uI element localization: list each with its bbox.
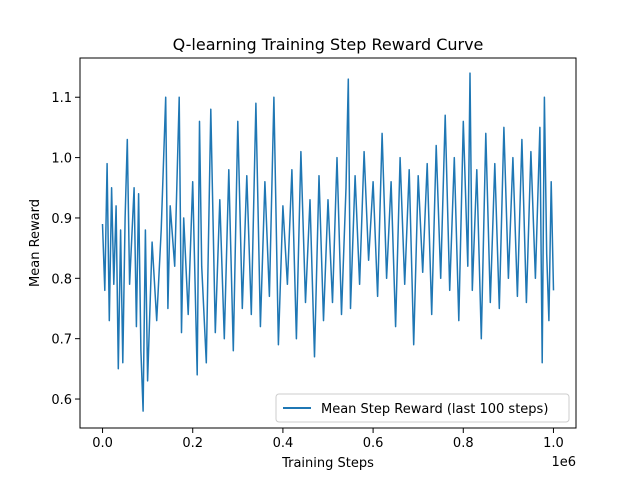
x-axis-label: Training Steps (281, 456, 374, 471)
y-tick-label: 0.9 (51, 212, 72, 227)
y-axis: 0.6 0.7 0.8 0.9 1.0 1.1 (51, 91, 80, 408)
y-axis-label: Mean Reward (28, 199, 43, 287)
legend-entry: Mean Step Reward (last 100 steps) (321, 402, 548, 417)
x-tick-label: 0.2 (182, 436, 203, 451)
y-tick-label: 0.8 (51, 272, 72, 287)
series-line (101, 72, 555, 412)
legend: Mean Step Reward (last 100 steps) (275, 393, 570, 423)
chart-title: Q-learning Training Step Reward Curve (173, 35, 484, 54)
y-tick-label: 0.7 (51, 333, 72, 348)
plot-area (80, 58, 576, 428)
x-axis-offset-label: 1e6 (551, 455, 576, 470)
x-tick-label: 0.6 (363, 436, 384, 451)
x-tick-label: 0.0 (92, 436, 113, 451)
x-axis: 0.0 0.2 0.4 0.6 0.8 1.0 (92, 428, 564, 451)
x-tick-label: 0.4 (273, 436, 294, 451)
y-tick-label: 1.1 (51, 91, 72, 106)
series-layer (101, 72, 555, 412)
legend-box (275, 393, 570, 423)
y-tick-label: 1.0 (51, 152, 72, 167)
plot-border (79, 57, 577, 429)
y-tick-label: 0.6 (51, 393, 72, 408)
x-tick-label: 1.0 (543, 436, 564, 451)
x-tick-label: 0.8 (453, 436, 474, 451)
